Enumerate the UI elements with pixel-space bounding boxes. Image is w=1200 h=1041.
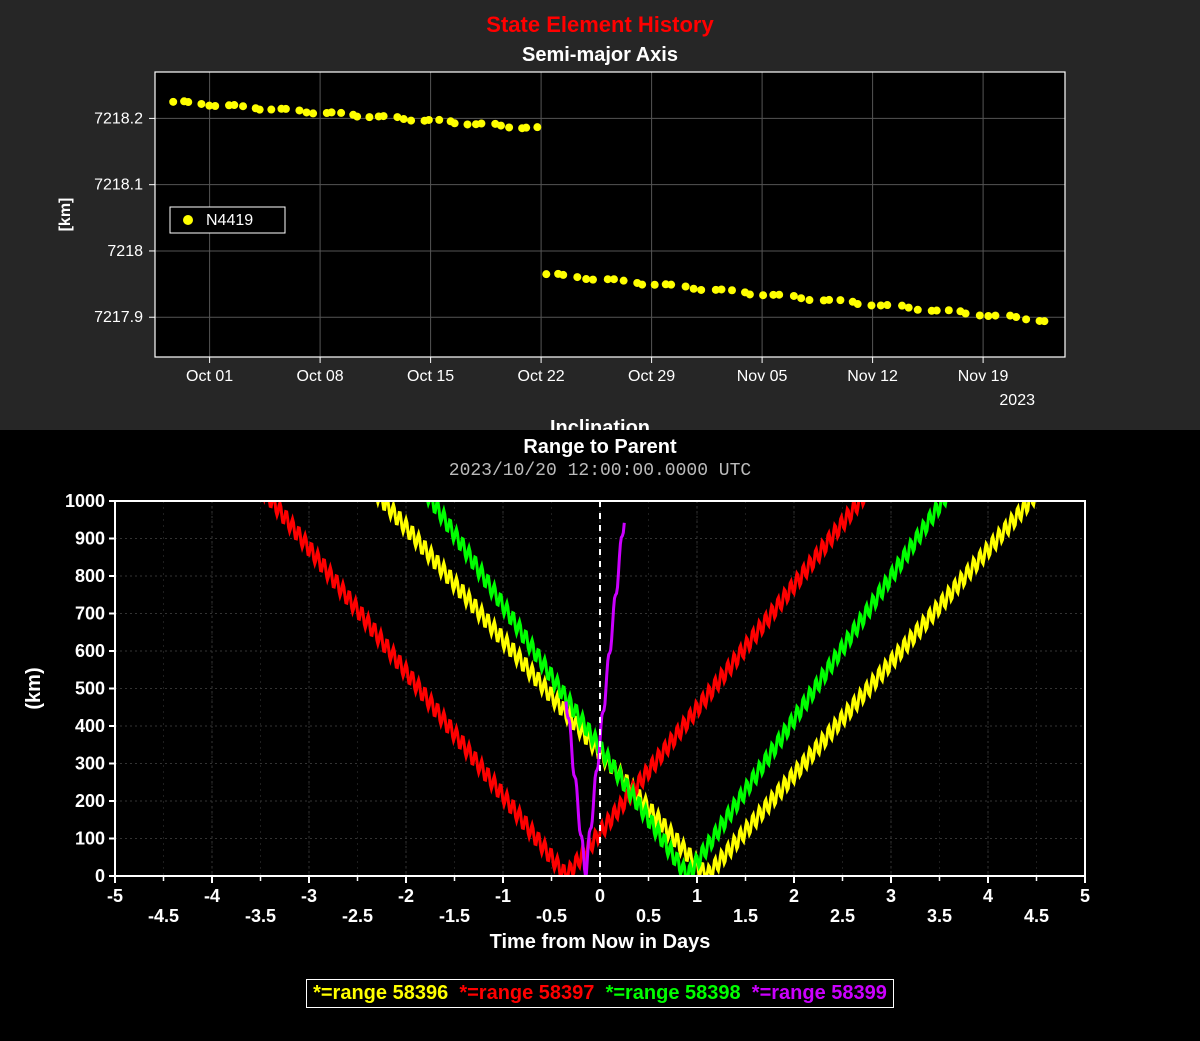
svg-text:0.5: 0.5 bbox=[636, 906, 661, 926]
legend-entry: *=range 58396 bbox=[313, 982, 448, 1004]
svg-text:600: 600 bbox=[75, 641, 105, 661]
svg-text:700: 700 bbox=[75, 604, 105, 624]
svg-text:-5: -5 bbox=[107, 886, 123, 906]
svg-text:1000: 1000 bbox=[65, 491, 105, 511]
svg-text:-3.5: -3.5 bbox=[245, 906, 276, 926]
svg-text:2: 2 bbox=[789, 886, 799, 906]
range-panel: Range to Parent 2023/10/20 12:00:00.0000… bbox=[0, 430, 1200, 1041]
legend-entry: *=range 58398 bbox=[606, 982, 741, 1004]
svg-text:800: 800 bbox=[75, 566, 105, 586]
svg-text:Oct 29: Oct 29 bbox=[628, 368, 675, 385]
svg-text:-1.5: -1.5 bbox=[439, 906, 470, 926]
svg-text:-3: -3 bbox=[301, 886, 317, 906]
svg-text:200: 200 bbox=[75, 791, 105, 811]
svg-text:Nov 12: Nov 12 bbox=[847, 368, 898, 385]
svg-text:1.5: 1.5 bbox=[733, 906, 758, 926]
svg-text:[km]: [km] bbox=[57, 198, 74, 232]
svg-text:Oct 15: Oct 15 bbox=[407, 368, 454, 385]
svg-text:7218: 7218 bbox=[107, 243, 143, 260]
legend-entry: *=range 58397 bbox=[459, 982, 594, 1004]
svg-text:-4.5: -4.5 bbox=[148, 906, 179, 926]
svg-text:Oct 22: Oct 22 bbox=[518, 368, 565, 385]
svg-text:300: 300 bbox=[75, 754, 105, 774]
svg-text:-2: -2 bbox=[398, 886, 414, 906]
svg-text:400: 400 bbox=[75, 716, 105, 736]
range-chart: 0 100 200 300 400 500 600 700 800 900 1000 -5 -4 -3 -2… bbox=[0, 481, 1200, 971]
svg-text:500: 500 bbox=[75, 679, 105, 699]
svg-text:-4: -4 bbox=[204, 886, 220, 906]
svg-text:Nov 19: Nov 19 bbox=[958, 368, 1009, 385]
svg-text:-2.5: -2.5 bbox=[342, 906, 373, 926]
svg-text:Time from Now in Days: Time from Now in Days bbox=[490, 931, 711, 953]
svg-text:1: 1 bbox=[692, 886, 702, 906]
svg-text:2.5: 2.5 bbox=[830, 906, 855, 926]
svg-text:7218.2: 7218.2 bbox=[94, 110, 143, 127]
svg-text:7217.9: 7217.9 bbox=[94, 309, 143, 326]
svg-text:4.5: 4.5 bbox=[1024, 906, 1049, 926]
svg-text:4: 4 bbox=[983, 886, 993, 906]
svg-text:Oct 01: Oct 01 bbox=[186, 368, 233, 385]
range-legend: *=range 58396 *=range 58397 *=range 5839… bbox=[0, 979, 1200, 1008]
range-timestamp: 2023/10/20 12:00:00.0000 UTC bbox=[0, 461, 1200, 481]
svg-text:0: 0 bbox=[595, 886, 605, 906]
svg-text:3.5: 3.5 bbox=[927, 906, 952, 926]
svg-text:2023: 2023 bbox=[999, 392, 1035, 409]
svg-text:900: 900 bbox=[75, 529, 105, 549]
svg-text:100: 100 bbox=[75, 829, 105, 849]
legend-entry: *=range 58399 bbox=[752, 982, 887, 1004]
svg-text:Nov 05: Nov 05 bbox=[737, 368, 788, 385]
range-title: Range to Parent bbox=[0, 436, 1200, 459]
svg-text:0: 0 bbox=[95, 866, 105, 886]
svg-text:3: 3 bbox=[886, 886, 896, 906]
svg-text:-1: -1 bbox=[495, 886, 511, 906]
panel-title: State Element History bbox=[0, 0, 1200, 38]
svg-text:7218.1: 7218.1 bbox=[94, 177, 143, 194]
svg-text:5: 5 bbox=[1080, 886, 1090, 906]
svg-text:-0.5: -0.5 bbox=[536, 906, 567, 926]
sma-chart: Oct 01 Oct 08 Oct 15 Oct 22 Oct 29 Nov 05 Nov … bbox=[0, 67, 1200, 427]
svg-text:(km): (km) bbox=[23, 667, 45, 709]
chart-title: Semi-major Axis bbox=[0, 44, 1200, 67]
state-element-panel: State Element History Semi-major Axis Oc… bbox=[0, 0, 1200, 430]
svg-text:N4419: N4419 bbox=[206, 212, 253, 229]
svg-text:Oct 08: Oct 08 bbox=[297, 368, 344, 385]
